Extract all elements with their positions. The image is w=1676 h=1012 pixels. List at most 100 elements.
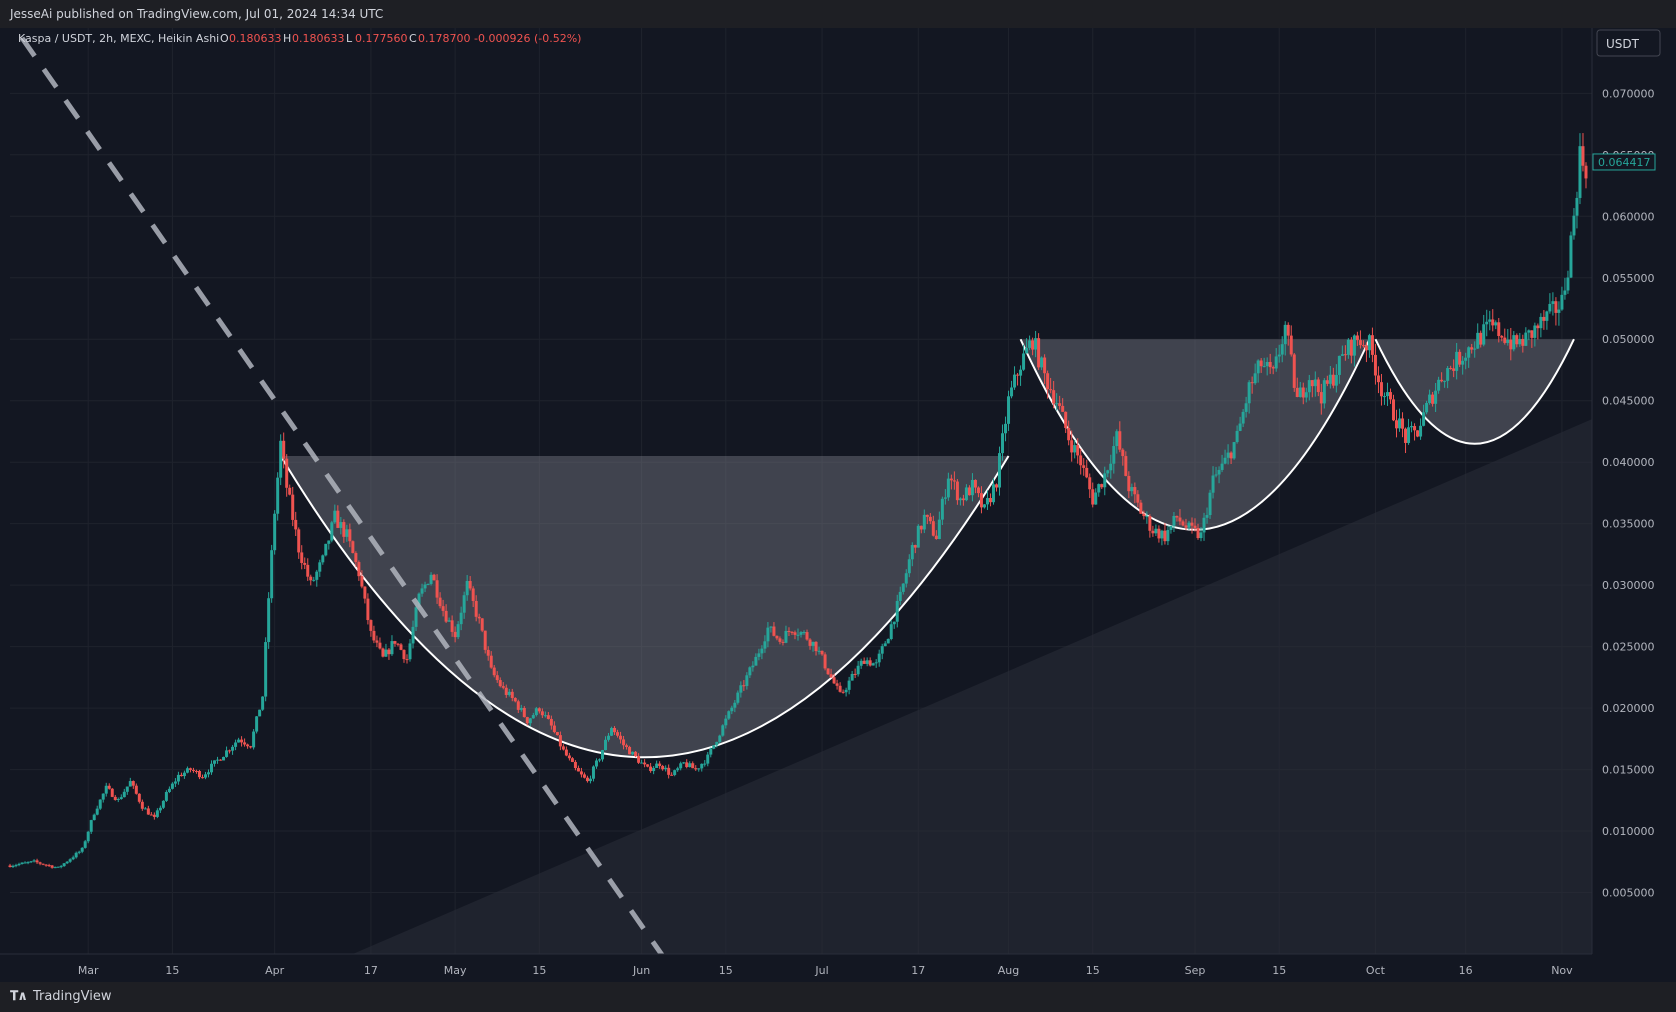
candle-body <box>649 766 653 772</box>
candle-body <box>531 715 535 719</box>
candle-body <box>1434 390 1438 404</box>
candle-body <box>1286 324 1290 336</box>
candle-body <box>471 588 475 601</box>
candle-body <box>781 641 785 643</box>
candle-body <box>1091 489 1095 505</box>
candle-body <box>1461 360 1465 365</box>
candle-body <box>1518 338 1522 345</box>
candle-body <box>1136 494 1140 503</box>
candle-body <box>8 865 12 868</box>
candle-body <box>901 583 905 592</box>
price-tick-label: 0.020000 <box>1602 702 1655 715</box>
candle-body <box>125 786 129 792</box>
candle-body <box>1346 339 1350 355</box>
candle-body <box>619 735 623 740</box>
candle-body <box>414 607 418 627</box>
candle-body <box>1524 332 1528 346</box>
candle-body <box>778 638 782 642</box>
candle-body <box>86 831 90 842</box>
candle-body <box>558 735 562 747</box>
candle-body <box>158 807 162 811</box>
candle-body <box>1542 316 1546 321</box>
candle-body <box>907 559 911 574</box>
candle-body <box>1379 382 1383 397</box>
candle-body <box>309 576 313 581</box>
candle-body <box>543 715 547 717</box>
candle-body <box>790 631 794 633</box>
price-tick-label: 0.060000 <box>1602 210 1655 223</box>
candle-body <box>546 715 550 719</box>
candle-body <box>1358 340 1362 346</box>
candle-body <box>1085 467 1089 478</box>
candle-body <box>17 863 21 866</box>
candle-body <box>194 770 198 772</box>
candle-body <box>658 763 662 766</box>
candle-body <box>107 785 111 789</box>
candle-body <box>814 641 818 652</box>
candle-body <box>1217 469 1221 475</box>
tradingview-brand[interactable]: 𝐓∧ TradingView <box>10 989 111 1004</box>
candle-body <box>1491 319 1495 326</box>
candle-body <box>137 793 141 802</box>
cup-pattern-3-curve <box>1374 338 1575 445</box>
candle-body <box>1367 335 1371 351</box>
candle-body <box>1103 473 1107 488</box>
time-axis[interactable] <box>0 954 1592 982</box>
candle-body <box>1283 324 1287 345</box>
candle-body <box>1241 411 1245 424</box>
candle-body <box>940 498 944 520</box>
candle-body <box>925 514 929 517</box>
candle-body <box>1446 368 1450 381</box>
candle-body <box>1352 335 1356 356</box>
candle-body <box>122 791 126 798</box>
candle-body <box>1325 380 1329 384</box>
candle-body <box>1250 382 1254 384</box>
price-axis[interactable] <box>1592 28 1676 982</box>
candle-body <box>982 504 986 508</box>
candle-body <box>998 453 1002 488</box>
candle-body <box>1494 322 1498 326</box>
candle-body <box>1464 357 1468 361</box>
candle-body <box>1527 330 1531 333</box>
candle-body <box>56 866 60 868</box>
candle-body <box>652 767 656 772</box>
candle-body <box>47 865 51 867</box>
candle-body <box>77 851 81 853</box>
candle-body <box>306 564 310 577</box>
candle-body <box>946 478 950 498</box>
candle-body <box>477 616 481 619</box>
candle-body <box>844 689 848 693</box>
candle-body <box>1058 403 1062 406</box>
candle-body <box>179 774 183 777</box>
candle-body <box>1337 355 1341 375</box>
currency-badge[interactable]: USDT <box>1596 29 1661 57</box>
candle-body <box>916 525 920 548</box>
candle-body <box>1364 345 1368 351</box>
candle-body <box>643 762 647 765</box>
last-price-label: 0.064417 <box>1598 156 1651 169</box>
candle-body <box>381 648 385 657</box>
candle-body <box>1455 351 1459 371</box>
candle-body <box>321 555 325 563</box>
candle-body <box>1190 522 1194 526</box>
candle-body <box>561 746 565 750</box>
tradingview-logo-icon: 𝐓∧ <box>10 989 28 1004</box>
candle-body <box>1560 294 1564 310</box>
candle-body <box>1548 303 1552 312</box>
candle-body <box>146 808 150 815</box>
candle-body <box>1316 379 1320 393</box>
candle-body <box>210 763 214 773</box>
candle-body <box>1031 340 1035 350</box>
change-value: -0.000926 (-0.52%) <box>474 32 581 45</box>
candle-body <box>513 697 517 702</box>
candle-body <box>480 618 484 631</box>
candle-body <box>805 632 809 640</box>
candle-body <box>1563 290 1567 295</box>
candle-body <box>1410 426 1414 428</box>
price-chart[interactable]: 0.0700000.0650000.0600000.0550000.050000… <box>0 28 1676 982</box>
candle-body <box>1506 339 1510 343</box>
chart-area[interactable]: 0.0700000.0650000.0600000.0550000.050000… <box>0 28 1676 982</box>
candle-body <box>200 777 204 779</box>
candle-body <box>507 691 511 695</box>
candle-body <box>688 763 692 768</box>
